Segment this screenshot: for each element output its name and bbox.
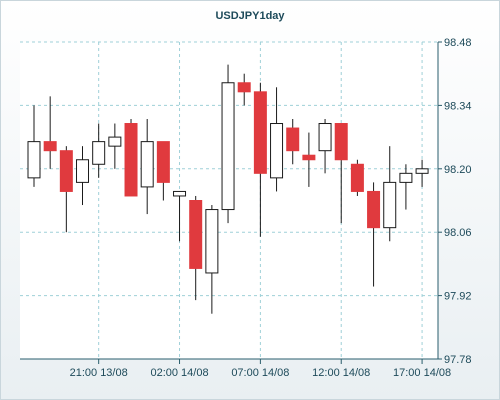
- candle-body-up: [76, 159, 90, 183]
- candle-body-down: [156, 141, 170, 183]
- candle-body-up: [205, 209, 219, 274]
- x-tick-label: 07:00 14/08: [231, 367, 289, 379]
- y-tick-label: 98.06: [444, 227, 472, 239]
- candle-body-up: [173, 190, 187, 197]
- candle-body-down: [237, 82, 251, 93]
- candle-body-down: [124, 123, 138, 197]
- candle-body-down: [43, 141, 57, 152]
- candle-body-up: [318, 123, 332, 152]
- candle-body-down: [59, 150, 73, 192]
- candle-body-up: [27, 141, 41, 179]
- candle-body-up: [383, 181, 397, 229]
- y-tick-label: 97.92: [444, 291, 472, 303]
- candle-body-down: [302, 154, 316, 161]
- x-tick-label: 02:00 14/08: [150, 367, 208, 379]
- candle-body-up: [415, 168, 429, 174]
- candle-body-down: [367, 190, 381, 229]
- candle-body-up: [221, 82, 235, 211]
- candle-body-up: [108, 136, 122, 147]
- candle-body-up: [92, 141, 106, 165]
- candle-body-down: [253, 91, 267, 174]
- candle-body-up: [270, 123, 284, 179]
- candle-body-down: [350, 163, 364, 192]
- y-tick-label: 98.48: [444, 37, 472, 49]
- candle-body-down: [334, 123, 348, 161]
- x-tick-label: 12:00 14/08: [312, 367, 370, 379]
- candle-body-down: [286, 127, 300, 152]
- chart-title: USDJPY1day: [215, 10, 285, 22]
- y-tick-label: 98.20: [444, 164, 472, 176]
- candle-body-up: [140, 141, 154, 188]
- y-tick-label: 98.34: [444, 100, 472, 112]
- candle-body-up: [399, 172, 413, 183]
- x-tick-label: 17:00 14/08: [393, 367, 451, 379]
- candle-body-down: [189, 200, 203, 269]
- x-tick-label: 21:00 13/08: [70, 367, 128, 379]
- y-tick-label: 97.78: [444, 354, 472, 366]
